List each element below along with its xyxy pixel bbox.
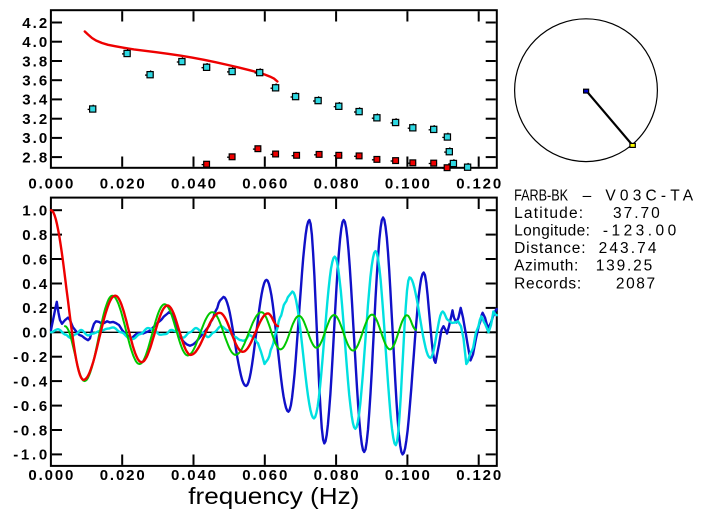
svg-text:0.080: 0.080 (314, 175, 359, 192)
svg-text:0.000: 0.000 (28, 175, 73, 192)
svg-text:4.0: 4.0 (22, 34, 47, 51)
svg-text:V03C-TA: V03C-TA (605, 187, 693, 204)
svg-text:3.6: 3.6 (22, 73, 47, 90)
svg-text:FARB-BK: FARB-BK (514, 187, 569, 204)
svg-text:0.100: 0.100 (385, 175, 430, 192)
svg-text:0.0: 0.0 (22, 325, 47, 342)
svg-text:2087: 2087 (616, 275, 655, 292)
svg-text:0.120: 0.120 (456, 467, 501, 484)
svg-text:–: – (583, 187, 592, 204)
svg-text:0.040: 0.040 (171, 175, 216, 192)
svg-text:2.8: 2.8 (22, 149, 47, 166)
svg-text:frequency (Hz): frequency (Hz) (188, 483, 359, 509)
svg-text:37.70: 37.70 (613, 205, 660, 222)
svg-text:0.8: 0.8 (22, 227, 47, 244)
svg-text:Distance:: Distance: (514, 240, 585, 257)
svg-text:0.020: 0.020 (100, 175, 145, 192)
svg-text:3.4: 3.4 (22, 92, 48, 109)
svg-text:1.0: 1.0 (22, 203, 47, 220)
svg-text:243.74: 243.74 (599, 240, 657, 257)
svg-text:Records:: Records: (514, 275, 581, 292)
svg-text:0.000: 0.000 (28, 467, 73, 484)
svg-text:0.040: 0.040 (171, 467, 216, 484)
svg-text:Longitude:: Longitude: (514, 223, 590, 240)
svg-text:0.080: 0.080 (314, 467, 359, 484)
svg-text:0.100: 0.100 (385, 467, 430, 484)
svg-text:Azimuth:: Azimuth: (514, 258, 578, 275)
svg-text:0.120: 0.120 (456, 175, 501, 192)
svg-text:0.4: 0.4 (22, 276, 48, 293)
svg-text:0.060: 0.060 (242, 467, 287, 484)
svg-text:0.020: 0.020 (100, 467, 145, 484)
svg-text:4.2: 4.2 (22, 15, 47, 32)
svg-text:3.0: 3.0 (22, 130, 47, 147)
svg-text:0.2: 0.2 (22, 300, 47, 317)
svg-text:0.060: 0.060 (242, 175, 287, 192)
svg-text:3.8: 3.8 (22, 53, 47, 70)
svg-text:3.2: 3.2 (22, 111, 47, 128)
svg-text:0.6: 0.6 (22, 251, 47, 268)
svg-text:139.25: 139.25 (596, 258, 653, 275)
svg-text:Latitude:: Latitude: (514, 205, 583, 222)
